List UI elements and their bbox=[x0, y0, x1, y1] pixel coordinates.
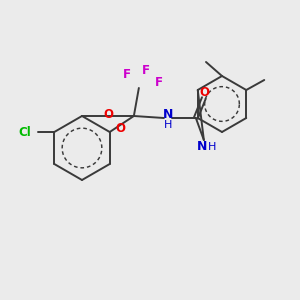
Text: Cl: Cl bbox=[19, 125, 31, 139]
Text: N: N bbox=[197, 140, 207, 154]
Text: H: H bbox=[164, 120, 172, 130]
Text: O: O bbox=[116, 122, 126, 134]
Text: O: O bbox=[103, 109, 113, 122]
Text: F: F bbox=[123, 68, 131, 80]
Text: H: H bbox=[208, 142, 216, 152]
Text: O: O bbox=[200, 85, 210, 98]
Text: N: N bbox=[163, 109, 173, 122]
Text: F: F bbox=[142, 64, 150, 76]
Text: F: F bbox=[155, 76, 163, 89]
